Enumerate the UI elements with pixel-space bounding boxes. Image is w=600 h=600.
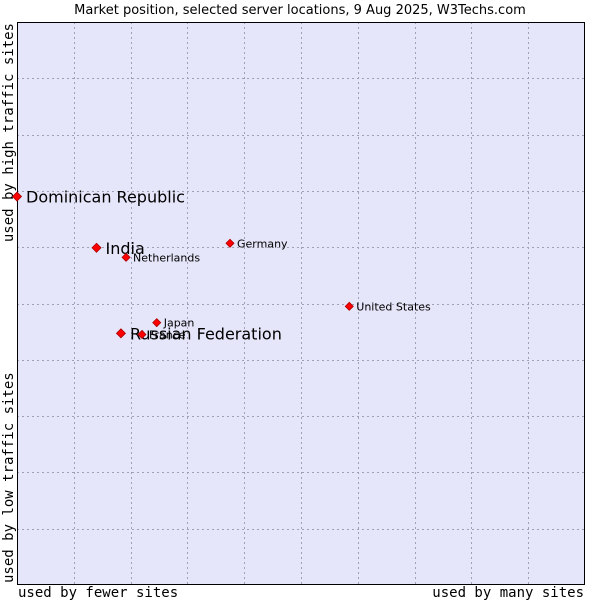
data-point-united-states: United States	[344, 300, 431, 313]
data-point-germany: Germany	[225, 237, 288, 250]
data-point-france: France	[137, 328, 186, 341]
point-label: Japan	[163, 317, 195, 330]
point-label: Netherlands	[133, 251, 200, 264]
point-marker	[344, 301, 354, 311]
point-marker	[115, 328, 127, 339]
data-point-russian-federation: Russian Federation	[115, 324, 282, 343]
point-label: Dominican Republic	[26, 188, 185, 207]
data-point-dominican-republic: Dominican Republic	[11, 188, 185, 207]
point-marker	[91, 242, 102, 253]
data-points: Dominican Republic India Russian Federatio…	[11, 188, 431, 343]
data-point-india: India	[91, 239, 145, 258]
data-point-netherlands: Netherlands	[121, 251, 200, 264]
y-axis-label-bottom: used by low traffic sites	[1, 372, 17, 583]
x-axis-label-left: used by fewer sites	[18, 585, 178, 600]
point-marker	[152, 318, 162, 328]
point-label: India	[106, 239, 145, 258]
y-axis-label-top: used by high traffic sites	[1, 23, 17, 242]
point-marker	[11, 191, 23, 202]
point-marker	[137, 329, 147, 340]
point-label: United States	[356, 300, 431, 313]
chart-title: Market position, selected server locatio…	[74, 3, 526, 18]
plot-border	[17, 22, 585, 585]
point-label: Russian Federation	[130, 324, 282, 343]
point-marker	[225, 238, 235, 248]
x-axis-label-right: used by many sites	[432, 585, 584, 600]
grid	[17, 22, 585, 585]
point-label: Germany	[237, 237, 288, 250]
data-point-japan: Japan	[152, 317, 195, 330]
point-label: France	[149, 328, 186, 341]
point-marker	[121, 252, 131, 262]
